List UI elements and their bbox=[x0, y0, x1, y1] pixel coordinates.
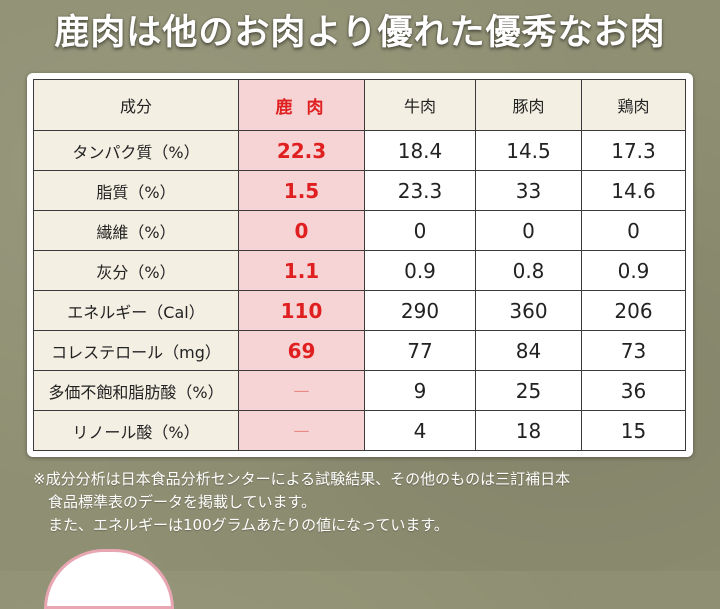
beef-value: 77 bbox=[364, 330, 476, 371]
beef-value: 290 bbox=[364, 290, 476, 331]
beef-value: 23.3 bbox=[364, 170, 476, 211]
beef-value: 4 bbox=[364, 410, 476, 451]
deer-value: 0 bbox=[238, 210, 365, 251]
row-label: リノール酸（%） bbox=[33, 410, 239, 451]
deer-value: 1.1 bbox=[238, 250, 365, 291]
header-chicken: 鶏肉 bbox=[581, 79, 686, 131]
decorative-badge-shape bbox=[44, 549, 174, 609]
header-deer: 鹿 肉 bbox=[238, 79, 365, 131]
chicken-value: 14.6 bbox=[581, 170, 686, 211]
table-row: リノール酸（%） — 4 18 15 bbox=[33, 410, 686, 451]
row-label: 繊維（%） bbox=[33, 210, 239, 251]
chicken-value: 0 bbox=[581, 210, 686, 251]
table-row: コレステロール（mg） 69 77 84 73 bbox=[33, 330, 686, 371]
beef-value: 0 bbox=[364, 210, 476, 251]
table-row: エネルギー（Cal） 110 290 360 206 bbox=[33, 290, 686, 331]
deer-value: 110 bbox=[238, 290, 365, 331]
footnote-line: 食品標準表のデータを掲載しています。 bbox=[48, 493, 317, 511]
chicken-value: 73 bbox=[581, 330, 686, 371]
deer-value: — bbox=[238, 370, 365, 411]
beef-value: 18.4 bbox=[364, 130, 476, 171]
header-pork: 豚肉 bbox=[475, 79, 582, 131]
table-row: 灰分（%） 1.1 0.9 0.8 0.9 bbox=[33, 250, 686, 291]
beef-value: 9 bbox=[364, 370, 476, 411]
table-header-row: 成分 鹿 肉 牛肉 豚肉 鶏肉 bbox=[33, 79, 686, 131]
pork-value: 25 bbox=[475, 370, 582, 411]
chicken-value: 206 bbox=[581, 290, 686, 331]
pork-value: 0.8 bbox=[475, 250, 582, 291]
pork-value: 14.5 bbox=[475, 130, 582, 171]
pork-value: 360 bbox=[475, 290, 582, 331]
pork-value: 18 bbox=[475, 410, 582, 451]
page-title: 鹿肉は他のお肉より優れた優秀なお肉 bbox=[54, 13, 666, 53]
table-row: タンパク質（%） 22.3 18.4 14.5 17.3 bbox=[33, 130, 686, 171]
nutrition-comparison-table: 成分 鹿 肉 牛肉 豚肉 鶏肉 タンパク質（%） 22.3 18.4 14.5 … bbox=[33, 79, 686, 451]
chicken-value: 0.9 bbox=[581, 250, 686, 291]
chicken-value: 17.3 bbox=[581, 130, 686, 171]
header-beef: 牛肉 bbox=[364, 79, 476, 131]
deer-value: 22.3 bbox=[238, 130, 365, 171]
table-row: 脂質（%） 1.5 23.3 33 14.6 bbox=[33, 170, 686, 211]
pork-value: 0 bbox=[475, 210, 582, 251]
row-label: タンパク質（%） bbox=[33, 130, 239, 171]
table-row: 多価不飽和脂肪酸（%） — 9 25 36 bbox=[33, 370, 686, 411]
row-label: 脂質（%） bbox=[33, 170, 239, 211]
footnote: ※成分分析は日本食品分析センターによる試験結果、その他のものは三訂補日本 食品標… bbox=[33, 468, 693, 537]
table-row: 繊維（%） 0 0 0 0 bbox=[33, 210, 686, 251]
chicken-value: 15 bbox=[581, 410, 686, 451]
beef-value: 0.9 bbox=[364, 250, 476, 291]
row-label: エネルギー（Cal） bbox=[33, 290, 239, 331]
deer-value: 1.5 bbox=[238, 170, 365, 211]
row-label: コレステロール（mg） bbox=[33, 330, 239, 371]
deer-value: — bbox=[238, 410, 365, 451]
row-label: 灰分（%） bbox=[33, 250, 239, 291]
row-label: 多価不飽和脂肪酸（%） bbox=[33, 370, 239, 411]
deer-value: 69 bbox=[238, 330, 365, 371]
chicken-value: 36 bbox=[581, 370, 686, 411]
pork-value: 33 bbox=[475, 170, 582, 211]
pork-value: 84 bbox=[475, 330, 582, 371]
header-component: 成分 bbox=[33, 79, 239, 131]
footnote-line: ※成分分析は日本食品分析センターによる試験結果、その他のものは三訂補日本 bbox=[33, 470, 571, 488]
nutrition-table-frame: 成分 鹿 肉 牛肉 豚肉 鶏肉 タンパク質（%） 22.3 18.4 14.5 … bbox=[27, 73, 693, 457]
footnote-line: また、エネルギーは100グラムあたりの値になっています。 bbox=[48, 516, 449, 534]
